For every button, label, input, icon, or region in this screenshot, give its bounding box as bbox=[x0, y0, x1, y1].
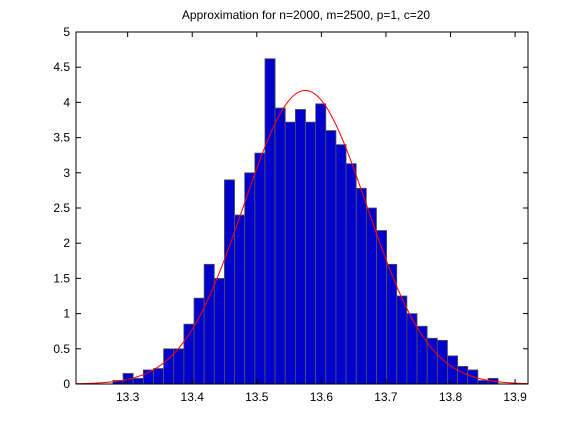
histogram-bar bbox=[355, 187, 367, 385]
y-axis: 0 0.5 1 1.5 2 2.5 3 3.5 4 4.5 5 bbox=[53, 25, 528, 391]
histogram-bar bbox=[396, 295, 408, 385]
x-tick-label: 13.3 bbox=[116, 390, 140, 404]
x-tick-label: 13.8 bbox=[439, 390, 463, 404]
histogram-bar bbox=[477, 380, 489, 385]
histogram-bar bbox=[335, 144, 347, 385]
y-tick-label: 3.5 bbox=[53, 131, 70, 145]
histogram-bar bbox=[234, 214, 246, 385]
x-tick-label: 13.4 bbox=[181, 390, 205, 404]
y-tick-label: 0 bbox=[63, 377, 70, 391]
y-tick-label: 1.5 bbox=[53, 271, 70, 285]
y-tick-label: 2 bbox=[63, 236, 70, 250]
fitted-normal-curve bbox=[75, 89, 529, 385]
histogram-bar bbox=[183, 323, 195, 385]
histogram-bar bbox=[447, 355, 458, 385]
histogram-bar bbox=[163, 348, 175, 385]
histogram-bar bbox=[132, 377, 144, 385]
histogram-bar bbox=[264, 58, 276, 385]
histogram-bar bbox=[274, 107, 286, 385]
y-tick-label: 0.5 bbox=[53, 342, 70, 356]
histogram-bar bbox=[457, 365, 469, 385]
histogram-bar bbox=[254, 152, 266, 385]
histogram-bar bbox=[294, 109, 306, 385]
histogram-bar bbox=[345, 163, 357, 385]
y-tick-label: 4 bbox=[63, 95, 70, 109]
histogram-bar bbox=[203, 263, 215, 385]
histogram-bar bbox=[376, 230, 388, 385]
histogram-bar bbox=[325, 130, 337, 385]
chart-title: Approximation for n=2000, m=2500, p=1, c… bbox=[182, 8, 430, 22]
y-tick-label: 3 bbox=[63, 166, 70, 180]
histogram-bars bbox=[112, 58, 499, 385]
histogram-bar bbox=[153, 368, 164, 385]
histogram-bar bbox=[305, 121, 317, 385]
histogram-bar bbox=[284, 121, 296, 385]
x-tick-label: 13.9 bbox=[503, 390, 527, 404]
x-axis: 13.3 13.4 13.5 13.6 13.7 13.8 13.9 bbox=[116, 32, 527, 404]
x-tick-label: 13.6 bbox=[310, 390, 334, 404]
histogram-bar bbox=[173, 348, 185, 385]
y-tick-label: 4.5 bbox=[53, 60, 70, 74]
y-tick-label: 1 bbox=[63, 307, 70, 321]
histogram-bar bbox=[244, 172, 256, 385]
x-tick-label: 13.7 bbox=[374, 390, 398, 404]
y-tick-label: 2.5 bbox=[53, 201, 70, 215]
histogram-bar bbox=[213, 277, 225, 385]
histogram-bar bbox=[365, 207, 377, 385]
histogram-bar bbox=[224, 179, 235, 385]
histogram-bar bbox=[315, 103, 327, 385]
x-tick-label: 13.5 bbox=[245, 390, 269, 404]
y-tick-label: 5 bbox=[63, 25, 70, 39]
